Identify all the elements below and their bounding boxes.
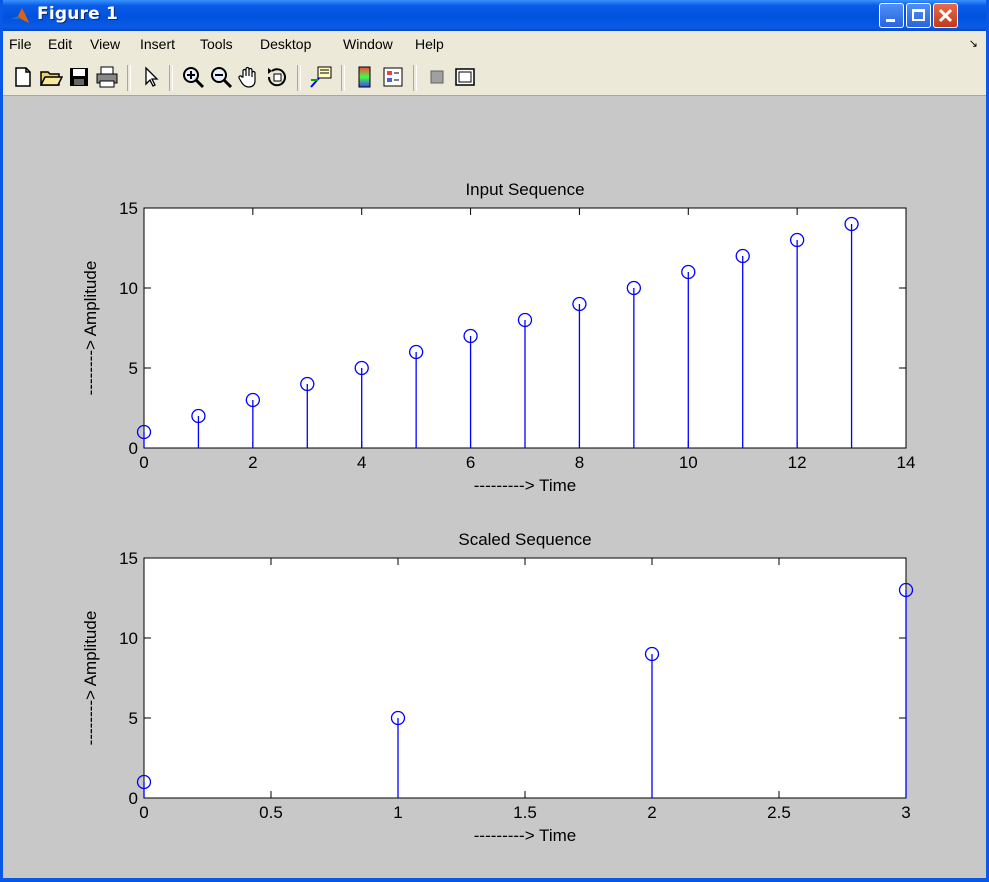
menu-insert[interactable]: Insert	[140, 36, 176, 52]
stem-marker	[463, 328, 478, 344]
axes-title: Input Sequence	[465, 180, 584, 199]
matlab-logo-icon	[11, 8, 29, 23]
stem-marker	[300, 376, 315, 392]
close-icon	[938, 8, 953, 23]
toolbar-separator	[297, 65, 301, 91]
zoom-in-icon[interactable]	[181, 65, 205, 89]
toolbar-separator	[413, 65, 417, 91]
x-tick-label: 4	[357, 453, 366, 472]
stem-marker	[354, 360, 369, 376]
stem-marker	[245, 392, 261, 408]
stem-marker	[735, 248, 750, 264]
toolbar-separator	[169, 65, 173, 91]
window-title: Figure 1	[37, 4, 118, 24]
menu-edit[interactable]: Edit	[48, 36, 73, 52]
open-folder-icon[interactable]	[39, 65, 63, 89]
y-axis-label: --------> Amplitude	[81, 611, 100, 746]
menu-file[interactable]: File	[9, 36, 32, 52]
y-tick-label: 0	[129, 789, 138, 808]
x-tick-label: 0	[139, 453, 148, 472]
menu-desktop[interactable]: Desktop	[260, 36, 312, 52]
maximize-icon	[912, 9, 925, 21]
x-tick-label: 2	[647, 803, 656, 822]
y-tick-label: 0	[129, 439, 138, 458]
show-plot-tools-icon[interactable]	[453, 65, 477, 89]
x-tick-label: 1	[393, 803, 402, 822]
toolbar-separator	[341, 65, 345, 91]
zoom-out-icon[interactable]	[209, 65, 233, 89]
pointer-icon[interactable]	[139, 65, 163, 89]
dock-arrow-icon[interactable]: ↘	[968, 38, 978, 50]
hide-plot-tools-icon[interactable]	[425, 65, 449, 89]
stem-marker	[898, 582, 914, 598]
y-tick-label: 10	[119, 629, 138, 648]
stem-marker	[136, 774, 152, 790]
y-tick-label: 15	[119, 549, 138, 568]
x-tick-label: 0	[139, 803, 148, 822]
y-tick-label: 5	[129, 709, 138, 728]
stem-marker	[191, 408, 206, 424]
menu-view[interactable]: View	[90, 36, 121, 52]
y-axis-label: --------> Amplitude	[81, 261, 100, 396]
colorbar-icon[interactable]	[353, 65, 377, 89]
x-tick-label: 10	[679, 453, 698, 472]
stem-marker	[789, 232, 805, 248]
toolbar-separator	[127, 65, 131, 91]
menu-help[interactable]: Help	[415, 36, 444, 52]
x-axis-label: ---------> Time	[474, 476, 576, 495]
menu-bar: File Edit View Insert Tools Desktop Wind…	[3, 31, 986, 60]
minimize-button[interactable]	[879, 3, 904, 28]
x-axis-label: ---------> Time	[474, 826, 576, 845]
stem-marker	[681, 264, 696, 280]
legend-icon[interactable]	[381, 65, 405, 89]
y-tick-label: 5	[129, 359, 138, 378]
figure-toolbar	[3, 59, 986, 96]
y-tick-label: 15	[119, 199, 138, 218]
stem-marker	[626, 280, 642, 296]
stem-marker	[390, 710, 406, 726]
x-tick-label: 6	[466, 453, 475, 472]
data-cursor-icon[interactable]	[309, 65, 333, 89]
y-tick-label: 10	[119, 279, 138, 298]
title-bar[interactable]: Figure 1	[3, 0, 986, 31]
x-tick-label: 2	[248, 453, 257, 472]
pan-hand-icon[interactable]	[237, 65, 261, 89]
rotate-3d-icon[interactable]	[265, 65, 289, 89]
minimize-icon	[886, 19, 895, 22]
x-tick-label: 2.5	[767, 803, 791, 822]
stem-marker	[136, 424, 152, 440]
stem-marker	[408, 344, 424, 360]
x-tick-label: 14	[897, 453, 916, 472]
axes-title: Scaled Sequence	[458, 530, 591, 549]
x-tick-label: 0.5	[259, 803, 283, 822]
stem-marker	[572, 296, 587, 312]
menu-window[interactable]: Window	[343, 36, 393, 52]
stem-marker	[844, 216, 859, 232]
print-icon[interactable]	[95, 65, 119, 89]
close-button[interactable]	[933, 3, 958, 28]
x-tick-label: 12	[788, 453, 807, 472]
maximize-button[interactable]	[906, 3, 931, 28]
figure-canvas: 0 2 4 6 8 10 12 14 0 5 10 15 Input Sequence ---------…	[3, 96, 986, 878]
x-tick-label: 3	[901, 803, 910, 822]
save-icon[interactable]	[67, 65, 91, 89]
stem-marker	[517, 312, 533, 328]
new-file-icon[interactable]	[11, 65, 35, 89]
stem-marker	[644, 646, 660, 662]
x-tick-label: 8	[575, 453, 584, 472]
x-tick-label: 1.5	[513, 803, 537, 822]
menu-tools[interactable]: Tools	[200, 36, 233, 52]
axes-2	[143, 557, 907, 799]
